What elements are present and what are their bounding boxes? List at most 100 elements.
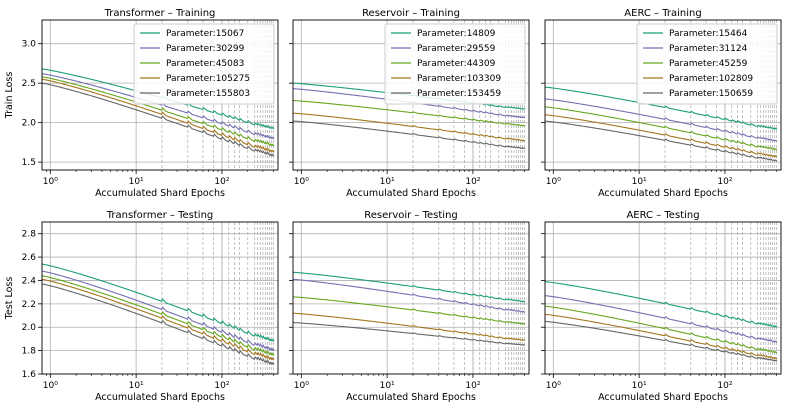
- legend-entry: Parameter:155803: [166, 89, 250, 99]
- panel-title: AERC – Testing: [626, 210, 699, 221]
- series-line: [41, 82, 275, 157]
- legend-entry: Parameter:103309: [417, 74, 501, 84]
- series-line: [41, 76, 275, 147]
- panel-1: 10⁰ 10¹ 10² 1.5 2.0 2.5 3.0 Transformer – Train…: [4, 8, 279, 199]
- series-line: [41, 263, 275, 343]
- x-tick-label: 10⁰: [294, 177, 309, 187]
- legend-entry: Parameter:15067: [166, 29, 244, 39]
- x-tick-label: 10²: [465, 177, 480, 187]
- x-tick-label: 10²: [465, 381, 480, 391]
- x-tick-label: 10¹: [129, 381, 144, 391]
- x-axis-label: Accumulated Shard Epochs: [346, 188, 476, 199]
- y-tick-label: 2.0: [22, 323, 37, 333]
- panel-3: 10⁰ 10¹ 10² AERC – Training Accumulated Shar…: [541, 8, 782, 199]
- axes-frame: [292, 221, 530, 375]
- series-line: [544, 305, 778, 354]
- axes-frame: [41, 221, 279, 375]
- legend-entry: Parameter:45083: [166, 59, 244, 69]
- series-line: [544, 320, 778, 362]
- legend-box: [133, 23, 275, 105]
- series-line: [544, 281, 778, 328]
- legend-entry: Parameter:105275: [166, 74, 250, 84]
- panel-title: Transformer – Testing: [106, 210, 214, 221]
- x-tick-label: 10²: [717, 381, 732, 391]
- legend-entry: Parameter:30299: [166, 44, 245, 54]
- y-axis-label: Test Loss: [4, 277, 15, 321]
- y-tick-label: 2.2: [22, 300, 36, 310]
- series-line: [544, 114, 778, 158]
- x-tick-label: 10⁰: [546, 177, 561, 187]
- series-line: [544, 313, 778, 360]
- panel-title: Transformer – Training: [104, 8, 216, 19]
- series-line: [544, 106, 778, 151]
- legend-entry: Parameter:150659: [669, 89, 753, 99]
- series-line: [544, 86, 778, 130]
- y-tick-label: 2.5: [22, 79, 36, 89]
- legend-entry: Parameter:45259: [669, 59, 748, 69]
- x-tick-label: 10⁰: [294, 381, 309, 391]
- x-tick-label: 10⁰: [43, 381, 58, 391]
- legend-entry: Parameter:153459: [417, 89, 501, 99]
- series-line: [41, 275, 275, 357]
- x-tick-label: 10¹: [129, 177, 144, 187]
- legend-entry: Parameter:44309: [417, 59, 496, 69]
- series-line: [544, 295, 778, 343]
- x-tick-label: 10¹: [632, 381, 647, 391]
- axes-frame: [41, 19, 279, 171]
- x-tick-label: 10¹: [380, 381, 395, 391]
- y-tick-label: 1.8: [22, 347, 37, 357]
- series-line: [292, 271, 526, 303]
- y-tick-label: 2.4: [22, 276, 37, 286]
- series-line: [41, 78, 275, 153]
- series-line: [292, 112, 526, 142]
- series-line: [292, 99, 526, 127]
- series-line: [292, 296, 526, 325]
- series-line: [292, 312, 526, 341]
- series-line: [292, 120, 526, 150]
- panel-2: 10⁰ 10¹ 10² Reservoir – Training Accumulated…: [289, 8, 530, 199]
- y-tick-label: 2.8: [22, 230, 37, 240]
- y-axis-label: Train Loss: [4, 72, 15, 120]
- x-axis-label: Accumulated Shard Epochs: [95, 188, 225, 199]
- y-tick-label: 2.6: [22, 253, 37, 263]
- legend-entry: Parameter:14809: [417, 29, 496, 39]
- series-line: [292, 278, 526, 313]
- panel-4: 10⁰ 10¹ 10² 1.6 1.8 2.0 2.2 2.4 2.6 2.8 Transforme…: [4, 210, 279, 403]
- panel-title: Reservoir – Testing: [364, 210, 458, 221]
- x-tick-label: 10¹: [380, 177, 395, 187]
- x-tick-label: 10²: [717, 177, 732, 187]
- series-line: [544, 120, 778, 162]
- legend-entry: Parameter:31124: [669, 44, 748, 54]
- panel-title: Reservoir – Training: [362, 8, 460, 19]
- series-line: [41, 270, 275, 352]
- series-line: [292, 322, 526, 346]
- series-line: [544, 98, 778, 142]
- x-axis-label: Accumulated Shard Epochs: [598, 188, 728, 199]
- series-line: [41, 278, 275, 361]
- x-axis-label: Accumulated Shard Epochs: [598, 392, 728, 403]
- x-axis-label: Accumulated Shard Epochs: [95, 392, 225, 403]
- legend-entry: Parameter:102809: [669, 74, 753, 84]
- x-axis-label: Accumulated Shard Epochs: [346, 392, 476, 403]
- legend-entry: Parameter:29559: [417, 44, 496, 54]
- axes-frame: [544, 19, 782, 171]
- x-tick-label: 10⁰: [546, 381, 561, 391]
- axes-frame: [292, 19, 530, 171]
- legend-entry: Parameter:15464: [669, 29, 748, 39]
- panel-5: 10⁰ 10¹ 10² Reservoir – Testing Accumulated …: [289, 210, 530, 403]
- x-tick-label: 10⁰: [43, 177, 58, 187]
- legend-box: [636, 23, 778, 105]
- panel-title: AERC – Training: [624, 8, 701, 19]
- legend-box: [384, 23, 526, 105]
- y-tick-label: 3.0: [22, 40, 37, 50]
- y-tick-label: 2.0: [22, 119, 37, 129]
- x-tick-label: 10¹: [632, 177, 647, 187]
- series-line: [41, 283, 275, 366]
- y-tick-label: 1.6: [22, 370, 37, 380]
- x-tick-label: 10²: [214, 177, 229, 187]
- panel-6: 10⁰ 10¹ 10² AERC – Testing Accumulated Shard…: [541, 210, 782, 403]
- axes-frame: [544, 221, 782, 375]
- x-tick-label: 10²: [214, 381, 229, 391]
- y-tick-label: 1.5: [22, 158, 36, 168]
